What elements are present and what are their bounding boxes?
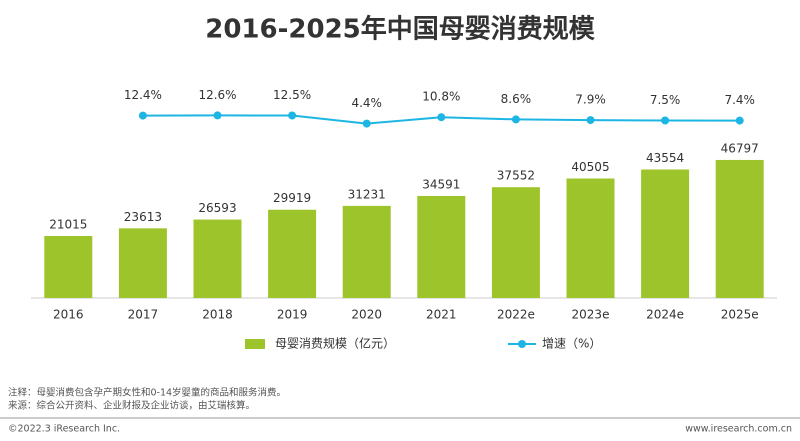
x-tick-label: 2021 [426, 308, 457, 322]
x-tick-label: 2022e [497, 308, 535, 322]
x-tick-label: 2017 [128, 308, 159, 322]
line-point [735, 116, 744, 125]
data-label: 10.8% [422, 90, 460, 104]
data-label: 37552 [497, 169, 535, 183]
data-label: 29919 [273, 191, 311, 205]
x-tick-label: 2019 [277, 308, 308, 322]
note: 注释：母婴消费包含孕产期女性和0-14岁婴童的商品和服务消费。 [8, 387, 286, 399]
line-point [511, 115, 520, 124]
copyright: ©2022.3 iResearch Inc. [8, 424, 120, 435]
data-label: 7.5% [650, 93, 681, 107]
data-label: 43554 [646, 151, 684, 165]
x-tick-label: 2020 [351, 308, 382, 322]
x-tick-label: 2023e [572, 308, 610, 322]
x-tick-label: 2016 [53, 308, 84, 322]
data-label: 8.6% [501, 92, 532, 106]
legend-swatch [518, 340, 526, 348]
data-label: 40505 [571, 160, 609, 174]
bar [268, 209, 317, 298]
line-point [661, 116, 670, 125]
line-point [437, 113, 446, 122]
bar [44, 236, 93, 298]
bar [715, 159, 764, 298]
line-point [138, 111, 147, 120]
data-label: 12.6% [198, 88, 236, 102]
bar [641, 169, 690, 298]
data-label: 12.4% [124, 88, 162, 102]
bar [566, 178, 615, 298]
bar [342, 205, 391, 298]
data-label: 23613 [124, 210, 162, 224]
chart-title: 2016-2025年中国母婴消费规模 [205, 14, 596, 45]
line-point [362, 119, 371, 128]
bar [491, 187, 540, 298]
data-label: 4.4% [351, 96, 382, 110]
line-point [213, 111, 222, 120]
data-label: 12.5% [273, 88, 311, 102]
data-label: 7.4% [724, 93, 755, 107]
website: www.iresearch.com.cn [685, 424, 792, 435]
line-point [288, 111, 297, 120]
legend-label: 增速（%） [542, 337, 601, 351]
legend-label: 母婴消费规模（亿元） [275, 336, 395, 351]
data-label: 21015 [49, 218, 87, 232]
data-label: 7.9% [575, 93, 606, 107]
bar [417, 195, 466, 298]
x-tick-label: 2018 [202, 308, 233, 322]
line-point [586, 116, 595, 125]
note: 来源：综合公开资料、企业财报及企业访谈，由艾瑞核算。 [8, 400, 255, 412]
data-label: 31231 [348, 187, 386, 201]
x-tick-label: 2025e [721, 308, 759, 322]
bar [193, 219, 242, 298]
legend-swatch [245, 339, 265, 349]
x-tick-label: 2024e [646, 308, 684, 322]
data-label: 46797 [721, 141, 759, 155]
data-label: 26593 [198, 201, 236, 215]
bar [118, 228, 167, 298]
data-label: 34591 [422, 177, 460, 191]
